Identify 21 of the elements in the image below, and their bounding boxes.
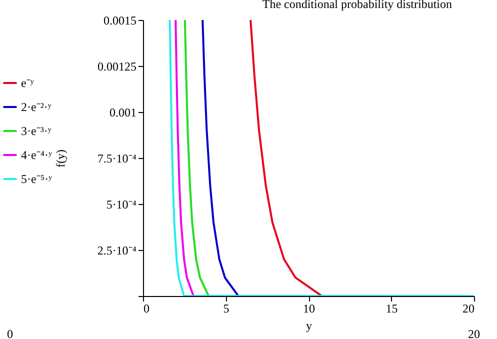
y-tick-label: 7.5·10⁻⁴: [97, 152, 136, 166]
legend-label: e⁻ʸ: [21, 76, 34, 90]
x-axis-title: y: [306, 318, 312, 332]
x-tick-label: 0: [144, 302, 150, 316]
legend-label: 5·e⁻⁵·ʸ: [21, 172, 52, 186]
x-tick-label: 15: [386, 302, 398, 316]
legend-label: 4·e⁻⁴·ʸ: [21, 148, 52, 162]
text: 20: [468, 327, 480, 339]
y-tick-label: 0.001: [110, 106, 136, 120]
legend-label: 3·e⁻³·ʸ: [21, 124, 52, 138]
y-tick-label: 0.0015: [104, 14, 136, 28]
text: 0: [7, 327, 13, 339]
chart-title: The conditional probability distribution: [262, 0, 452, 11]
x-tick-label: 10: [303, 302, 315, 316]
y-tick-label: 5·10⁻⁴: [106, 198, 136, 212]
y-axis-title: f(y): [54, 150, 68, 168]
y-tick-label: 2.5·10⁻⁴: [97, 244, 136, 258]
x-tick-label: 20: [462, 302, 474, 316]
x-tick-label: 5: [223, 302, 230, 316]
legend-label: 2·e⁻²·ʸ: [21, 100, 52, 114]
y-tick-label: 0.00125: [98, 60, 136, 74]
